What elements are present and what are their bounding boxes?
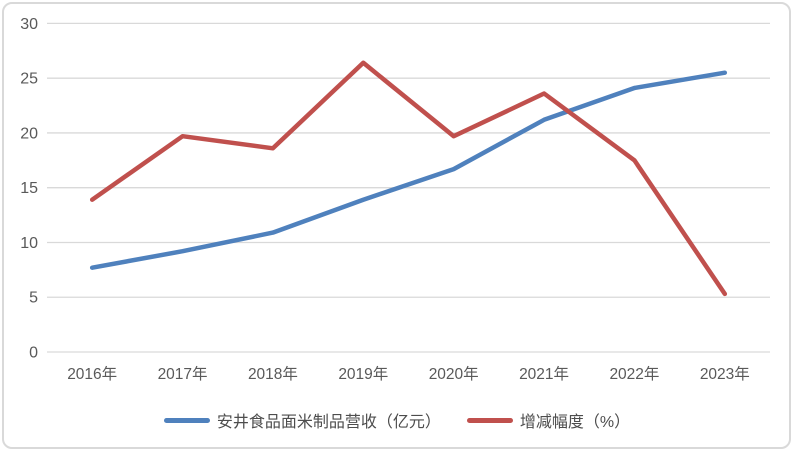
y-tick-label-5: 5 [29,290,38,307]
legend-line-swatch-1 [466,417,513,423]
series-line-0 [89,70,728,270]
x-tick-label-1: 2017年 [158,365,208,383]
y-tick-label-30: 30 [20,16,38,33]
x-tick-label-0: 2016年 [67,365,117,383]
y-tick-label-15: 15 [20,180,38,197]
x-tick-label-2: 2018年 [248,365,298,383]
x-tick-label-5: 2021年 [519,365,569,383]
y-tick-label-10: 10 [20,235,38,252]
legend-line-swatch-0 [163,417,210,423]
x-tick-label-4: 2020年 [429,365,479,383]
legend-label-1: 增减幅度（%） [519,414,631,431]
y-tick-label-25: 25 [20,71,38,88]
y-tick-label-20: 20 [20,125,38,142]
x-tick-label-3: 2019年 [338,365,388,383]
y-tick-label-0: 0 [29,345,38,362]
series-line-1 [89,60,728,297]
x-tick-label-7: 2023年 [700,365,750,383]
legend-label-0: 安井食品面米制品营收（亿元） [216,414,441,431]
legend-item-1: 增减幅度（%） [466,408,631,432]
x-tick-label-6: 2022年 [609,365,659,383]
legend-item-0: 安井食品面米制品营收（亿元） [163,408,441,432]
legend: 安井食品面米制品营收（亿元） 增减幅度（%） [0,404,794,436]
